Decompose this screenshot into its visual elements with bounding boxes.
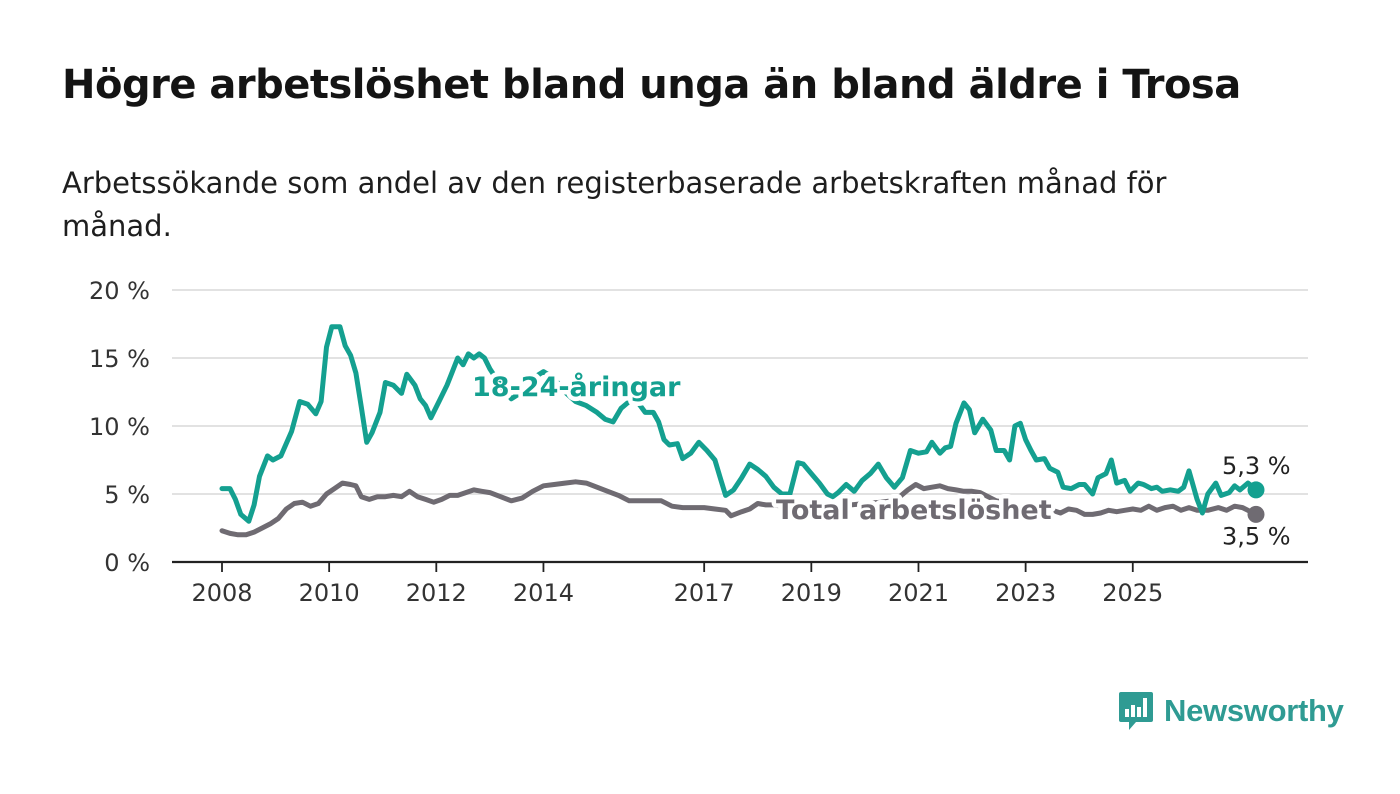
x-tick-label: 2012 (406, 579, 467, 607)
end-label-total: 3,5 % (1222, 522, 1291, 550)
end-point-youth (1247, 481, 1265, 499)
x-tick-label: 2017 (674, 579, 735, 607)
series-line-youth (219, 324, 1259, 524)
x-tick-label: 2008 (191, 579, 252, 607)
chart-title: Högre arbetslöshet bland unga än bland ä… (62, 62, 1241, 108)
x-tick-label: 2023 (995, 579, 1056, 607)
newsworthy-logo[interactable]: Newsworthy (1118, 690, 1344, 732)
x-axis: 2008 2010 2012 2014 2017 2019 2021 2023 2025 (172, 560, 1308, 607)
y-axis-tick-labels: 0 % 5 % 10 % 15 % 20 % (89, 277, 150, 577)
bar-chart-speech-bubble-icon (1119, 692, 1153, 730)
end-point-total (1247, 505, 1265, 523)
y-tick-label: 15 % (89, 345, 150, 373)
y-tick-label: 20 % (89, 277, 150, 305)
x-tick-label: 2014 (513, 579, 574, 607)
y-tick-label: 10 % (89, 413, 150, 441)
series-label-halo-youth: 18-24-åringar (472, 371, 681, 403)
series-label-halo-total: Total arbetslöshet (776, 495, 1052, 526)
x-tick-label: 2019 (781, 579, 842, 607)
end-label-youth: 5,3 % (1222, 452, 1291, 480)
x-tick-label: 2010 (299, 579, 360, 607)
series-labels: 5,3 %3,5 %18-24-åringar18-24-åringarTota… (468, 367, 1291, 551)
series-lines (219, 324, 1265, 538)
y-tick-label: 0 % (104, 549, 150, 577)
x-tick-label: 2025 (1102, 579, 1163, 607)
series-line-total (219, 479, 1259, 538)
series-label-youth: 18-24-åringar (472, 371, 681, 403)
brand-name: Newsworthy (1164, 693, 1344, 728)
chart-subtitle: Arbetssökande som andel av den registerb… (62, 166, 1167, 243)
x-tick-label: 2021 (888, 579, 949, 607)
series-label-total: Total arbetslöshet (776, 495, 1052, 526)
y-tick-label: 5 % (104, 481, 150, 509)
grid-lines (172, 289, 1308, 495)
